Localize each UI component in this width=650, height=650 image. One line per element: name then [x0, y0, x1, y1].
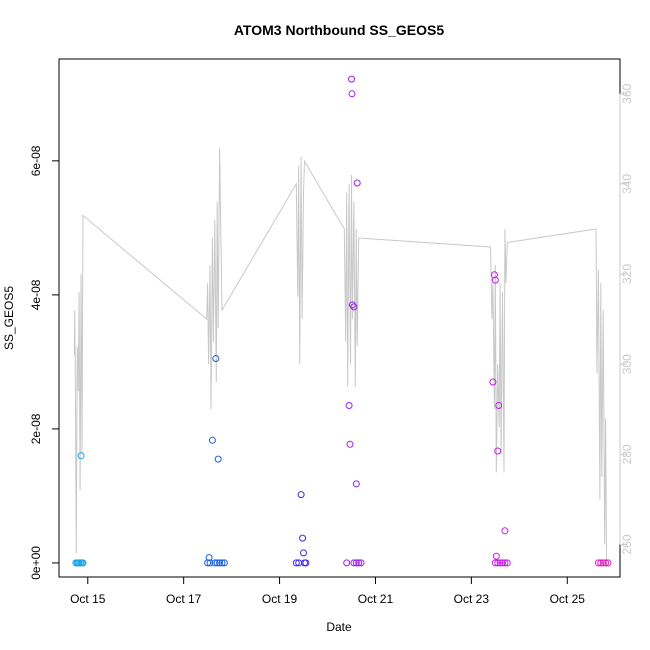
data-point-group-3: [299, 534, 307, 542]
data-point-group-6: [594, 559, 602, 567]
data-point-group-4: [345, 402, 353, 409]
y-axis-right: 260 280 300 320 340 360: [619, 83, 634, 555]
data-point-group-5: [494, 447, 502, 455]
data-point-group-2: [218, 559, 226, 567]
data-point-group-5: [489, 378, 497, 386]
data-point-group-5: [491, 276, 499, 284]
data-point-group-2: [206, 559, 214, 567]
data-point-group-4: [343, 559, 351, 567]
data-point-group-2: [208, 436, 216, 444]
data-point-group-4: [350, 559, 358, 567]
y-tick-label-right: 320: [620, 264, 634, 284]
y-tick-label-right: 340: [620, 174, 634, 194]
x-tick-label: Oct 15: [70, 592, 106, 606]
data-point-group-1: [77, 452, 85, 460]
x-axis: Oct 15 Oct 17 Oct 19 Oct 21 Oct 23 Oct 25: [70, 576, 586, 606]
data-point-group-5: [492, 552, 500, 560]
data-point-group-6: [597, 559, 605, 567]
data-point-group-5: [491, 559, 499, 567]
data-point-group-3: [300, 549, 307, 557]
y-tick-label-left: 4e-08: [29, 279, 43, 310]
data-point-group-5: [495, 402, 503, 409]
chart-title: ATOM3 Northbound SS_GEOS5: [234, 22, 444, 38]
scatter-series: [72, 75, 612, 567]
data-point-group-5: [499, 559, 506, 567]
y-tick-label-right: 360: [620, 83, 634, 103]
data-point-group-2: [216, 559, 224, 567]
data-point-group-3: [302, 559, 310, 567]
data-point-group-5: [501, 559, 509, 567]
data-point-group-4: [352, 559, 360, 567]
x-tick-label: Oct 17: [166, 592, 202, 606]
y-tick-label-left: 6e-08: [29, 145, 43, 176]
data-point-group-2: [211, 559, 219, 567]
y-tick-label-right: 260: [620, 534, 634, 554]
x-tick-label: Oct 23: [454, 592, 490, 606]
x-tick-label: Oct 25: [550, 592, 586, 606]
data-point-group-2: [214, 455, 222, 463]
line-series-path: [73, 147, 608, 568]
data-point-group-3: [297, 491, 305, 499]
data-point-group-4: [346, 440, 354, 448]
data-point-group-4: [348, 301, 356, 309]
x-tick-label: Oct 21: [358, 592, 394, 606]
data-point-group-4: [348, 90, 356, 98]
data-point-group-3: [292, 559, 300, 567]
data-point-group-5: [490, 271, 498, 279]
y-axis-label: SS_GEOS5: [2, 286, 16, 350]
data-point-group-2: [205, 554, 213, 562]
y-tick-label-right: 280: [620, 444, 634, 464]
data-point-group-6: [604, 559, 612, 567]
data-point-group-4: [350, 303, 358, 311]
x-tick-label: Oct 19: [262, 592, 298, 606]
y-tick-label-right: 300: [620, 354, 634, 374]
line-series: [73, 147, 608, 568]
y-tick-label-left: 0e+00: [29, 546, 43, 580]
x-axis-label: Date: [326, 620, 352, 634]
data-point-group-2: [212, 355, 220, 362]
data-point-group-4: [357, 559, 365, 567]
data-point-group-2: [220, 559, 228, 567]
data-point-group-4: [355, 559, 363, 567]
data-point-group-6: [602, 559, 610, 567]
data-point-group-4: [352, 480, 360, 488]
data-point-group-5: [501, 527, 509, 535]
plot-frame: [58, 58, 621, 578]
y-tick-label-left: 2e-08: [29, 413, 43, 444]
data-point-group-5: [496, 559, 504, 567]
data-point-group-5: [494, 559, 502, 567]
data-point-group-5: [503, 559, 511, 567]
data-point-group-6: [599, 559, 607, 567]
y-axis-left: 0e+00 2e-08 4e-08 6e-08: [29, 145, 60, 580]
data-point-group-1: [79, 559, 87, 567]
data-point-group-2: [213, 559, 221, 567]
data-point-group-4: [348, 75, 355, 83]
data-point-group-4: [353, 179, 361, 187]
